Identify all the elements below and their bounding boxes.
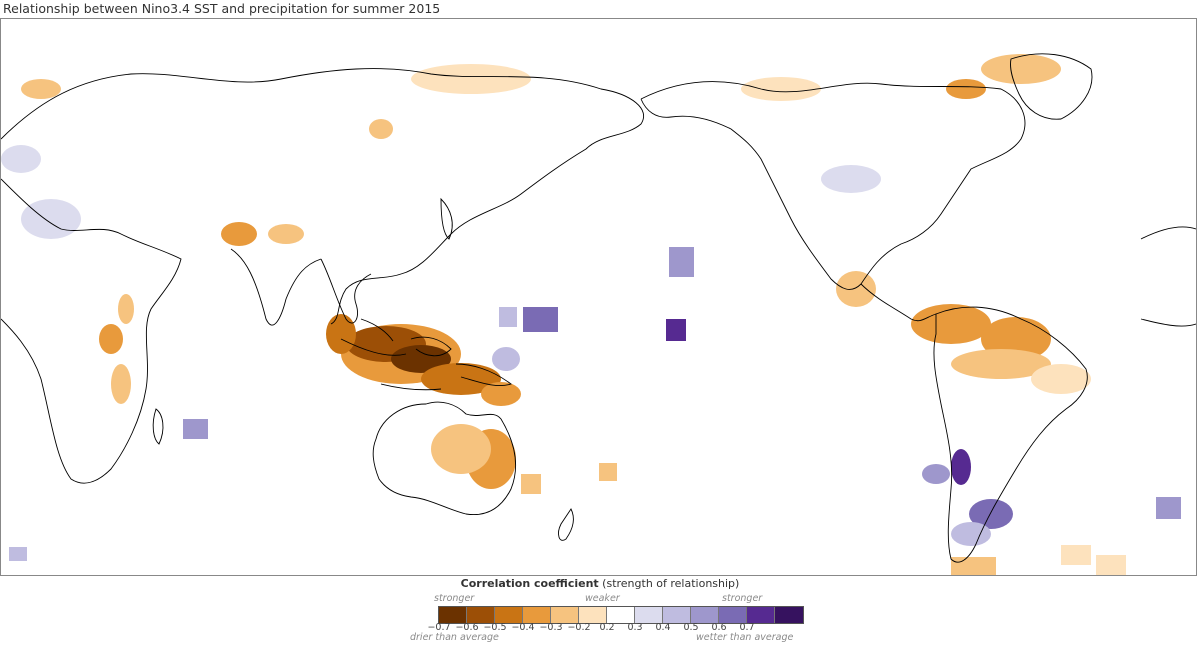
legend-tick-label: 0.3 [627, 622, 643, 633]
legend-tick-label: −0.5 [483, 622, 507, 633]
legend-swatch [607, 607, 635, 623]
legend-tick-label: 0.2 [599, 622, 615, 633]
legend-tick-label: 0.7 [739, 622, 755, 633]
legend-swatch [523, 607, 551, 623]
legend-swatch [467, 607, 495, 623]
legend-swatch [719, 607, 747, 623]
legend-title: Correlation coefficient (strength of rel… [0, 577, 1200, 590]
legend-drier-label: drier than average [410, 632, 499, 643]
wet-correlation-shading [1, 145, 1181, 561]
legend-wetter-label: wetter than average [696, 632, 794, 643]
legend-tick-label: −0.6 [455, 622, 479, 633]
legend-tick-label: 0.4 [655, 622, 671, 633]
legend-stronger-left: stronger [434, 593, 475, 604]
legend-swatch [495, 607, 523, 623]
legend-tick-label: 0.6 [711, 622, 727, 633]
legend-tick-label: −0.3 [539, 622, 563, 633]
legend-swatch [635, 607, 663, 623]
legend-ticks: −0.7 −0.6 −0.5 −0.4 −0.3 −0.2 0.2 0.3 0.4 0.5 0.6 0… [0, 622, 1200, 634]
legend-tick-label: 0.5 [683, 622, 699, 633]
legend-swatch [579, 607, 607, 623]
legend-swatch [663, 607, 691, 623]
page-title: Relationship between Nino3.4 SST and pre… [3, 1, 441, 16]
legend-colorbar [438, 606, 804, 624]
legend-weaker: weaker [585, 593, 620, 604]
legend-swatch [747, 607, 775, 623]
legend-swatch [775, 607, 803, 623]
legend-swatch [439, 607, 467, 623]
coastlines [1, 53, 1196, 563]
legend-title-rest: (strength of relationship) [598, 577, 740, 590]
legend-title-bold: Correlation coefficient [460, 577, 599, 590]
legend-stronger-right: stronger [722, 593, 763, 604]
legend-swatch [691, 607, 719, 623]
legend-tick-label: −0.4 [511, 622, 535, 633]
dry-correlation-shading [21, 54, 1126, 575]
legend-tick-label: −0.7 [427, 622, 451, 633]
correlation-map [0, 18, 1197, 576]
legend-swatch [551, 607, 579, 623]
legend-tick-label: −0.2 [567, 622, 591, 633]
